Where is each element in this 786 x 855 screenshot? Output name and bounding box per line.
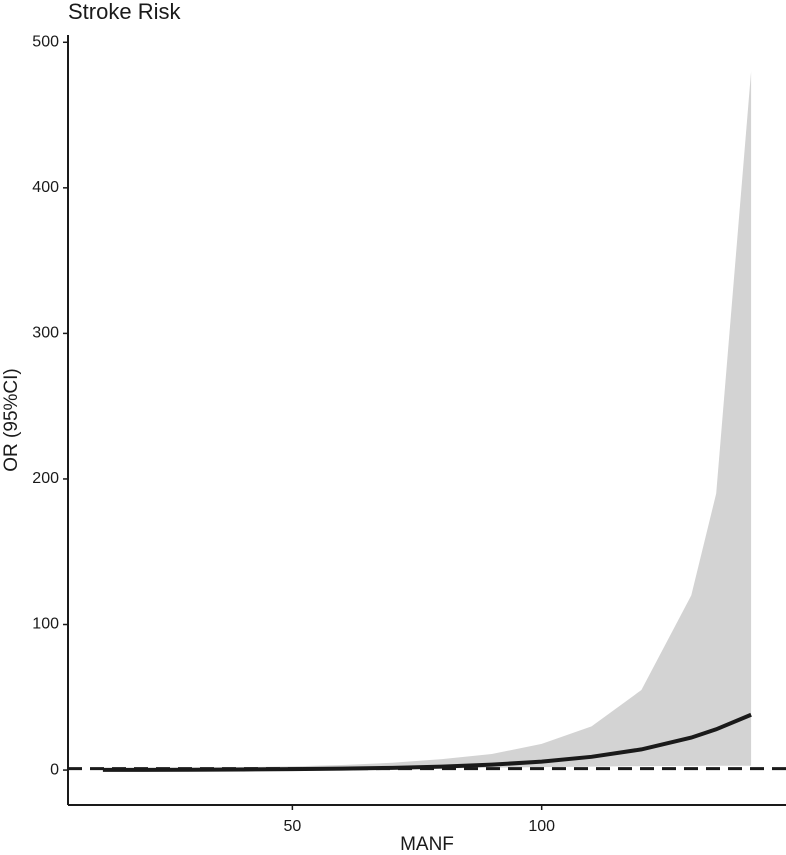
chart-title: Stroke Risk [68, 0, 181, 24]
y-tick-label: 400 [32, 179, 59, 196]
y-tick-label: 100 [32, 616, 59, 633]
y-tick-label: 500 [32, 33, 59, 50]
y-axis-title: OR (95%CI) [1, 368, 22, 471]
confidence-band [102, 71, 752, 770]
y-tick-label: 300 [32, 325, 59, 342]
x-tick-label: 50 [283, 818, 301, 835]
y-tick-label: 0 [50, 761, 59, 778]
y-tick-label: 200 [32, 470, 59, 487]
x-tick-label: 100 [528, 818, 555, 835]
x-axis-title: MANF [400, 834, 454, 855]
